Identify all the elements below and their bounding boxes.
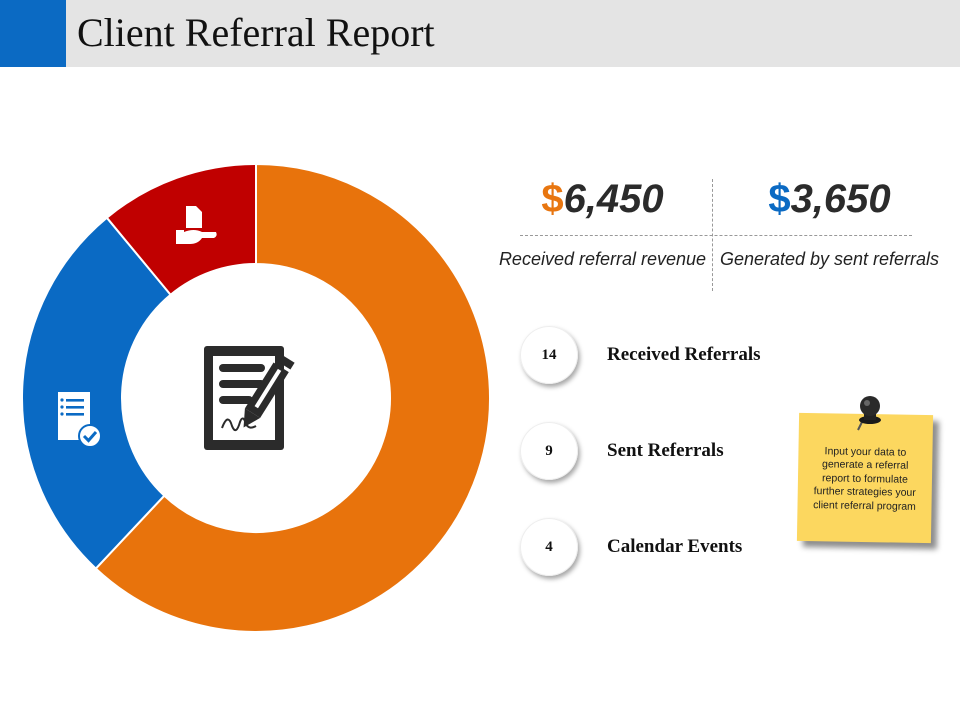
referral-revenue-stats: $6,450 Received referral revenue $3,650 … [490,175,950,295]
stat-received-caption: Received referral revenue [498,249,707,269]
metric-label: Calendar Events [607,536,743,557]
phone-icon [397,630,423,636]
donut-segment-red [105,162,257,297]
received-dollar-symbol: $ [541,177,564,221]
generated-dollar-symbol: $ [768,177,791,221]
stat-generated-caption: Generated by sent referrals [719,249,940,269]
metric-received-referrals: 14 Received Referrals [520,326,820,386]
stat-received-value: $6,450 [490,177,715,222]
metric-label: Received Referrals [607,344,761,365]
sticky-note: Input your data to generate a referral r… [796,412,934,544]
donut-segment-blue [21,216,172,570]
metric-calendar-events: 4 Calendar Events [520,518,820,578]
contract-signature-icon [204,346,295,450]
checklist-icon [58,392,102,448]
referral-donut-chart [21,162,491,636]
metric-value-circle: 9 [520,422,578,480]
stat-generated-value: $3,650 [717,177,942,222]
header-bar [0,0,960,67]
generated-amount: 3,650 [790,177,891,221]
metric-value-circle: 14 [520,326,578,384]
pushpin-icon [857,396,881,431]
stat-generated: $3,650 Generated by sent referrals [717,175,942,295]
sticky-note-text: Input your data to generate a referral r… [813,445,916,513]
metric-value-circle: 4 [520,518,578,576]
metric-sent-referrals: 9 Sent Referrals [520,422,820,482]
hand-document-icon [176,206,217,244]
page-title: Client Referral Report [77,10,435,55]
header-accent [0,0,66,67]
stats-horizontal-divider [520,235,912,236]
donut-segment-orange [94,162,491,633]
metric-label: Sent Referrals [607,440,724,461]
received-amount: 6,450 [563,177,664,221]
stat-received: $6,450 Received referral revenue [490,175,715,295]
